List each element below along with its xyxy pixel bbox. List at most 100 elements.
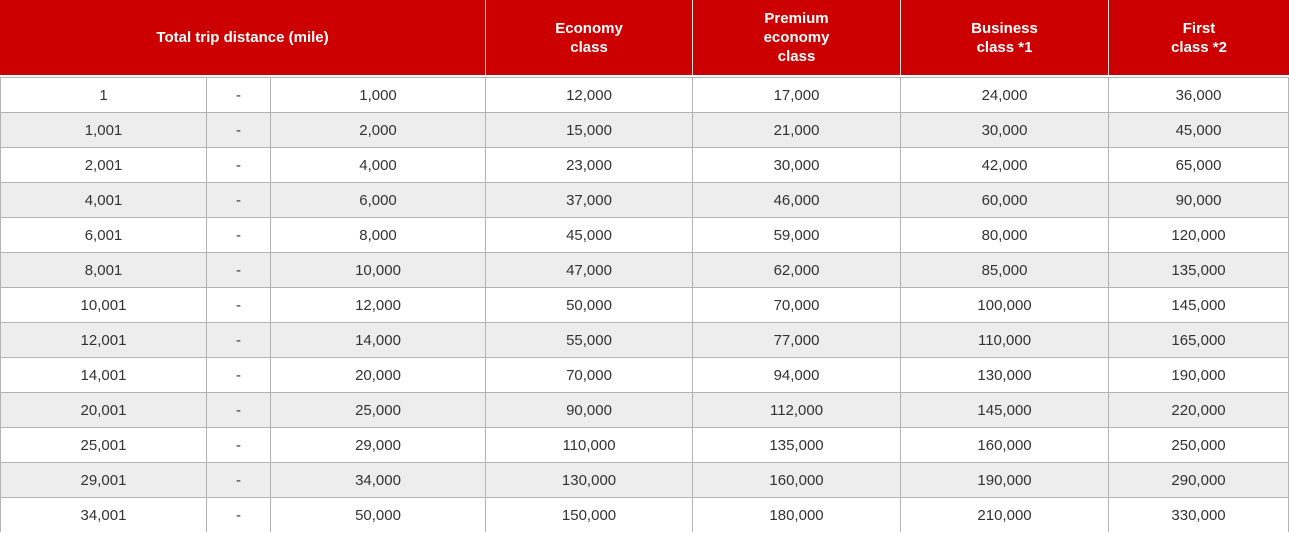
table-row: 8,001 - 10,000 47,000 62,000 85,000 135,… [0,253,1289,288]
cell-first-miles: 36,000 [1109,77,1289,113]
cell-first-miles: 250,000 [1109,428,1289,463]
cell-first-miles: 290,000 [1109,463,1289,498]
cell-range-dash: - [207,358,271,393]
cell-range-dash: - [207,498,271,532]
cell-range-dash: - [207,253,271,288]
cell-business-miles: 145,000 [901,393,1110,428]
cell-business-miles: 190,000 [901,463,1110,498]
cell-distance-from: 1,001 [0,113,207,148]
cell-first-miles: 330,000 [1109,498,1289,532]
cell-economy-miles: 12,000 [486,77,694,113]
cell-distance-to: 29,000 [271,428,487,463]
cell-premium-economy-miles: 180,000 [693,498,902,532]
cell-premium-economy-miles: 46,000 [693,183,902,218]
table-row: 6,001 - 8,000 45,000 59,000 80,000 120,0… [0,218,1289,253]
cell-range-dash: - [207,288,271,323]
cell-distance-from: 34,001 [0,498,207,532]
table-row: 1,001 - 2,000 15,000 21,000 30,000 45,00… [0,113,1289,148]
cell-first-miles: 45,000 [1109,113,1289,148]
cell-distance-from: 2,001 [0,148,207,183]
cell-premium-economy-miles: 94,000 [693,358,902,393]
cell-business-miles: 100,000 [901,288,1110,323]
table-row: 12,001 - 14,000 55,000 77,000 110,000 16… [0,323,1289,358]
cell-distance-from: 4,001 [0,183,207,218]
cell-distance-to: 10,000 [271,253,487,288]
cell-premium-economy-miles: 17,000 [693,77,902,113]
cell-range-dash: - [207,183,271,218]
header-row: Total trip distance (mile) Economy class… [0,0,1289,77]
cell-premium-economy-miles: 62,000 [693,253,902,288]
cell-business-miles: 85,000 [901,253,1110,288]
cell-distance-to: 2,000 [271,113,487,148]
cell-first-miles: 120,000 [1109,218,1289,253]
cell-business-miles: 80,000 [901,218,1110,253]
cell-first-miles: 135,000 [1109,253,1289,288]
cell-range-dash: - [207,148,271,183]
cell-business-miles: 160,000 [901,428,1110,463]
cell-distance-to: 4,000 [271,148,487,183]
table-header: Total trip distance (mile) Economy class… [0,0,1289,77]
cell-economy-miles: 23,000 [486,148,694,183]
cell-premium-economy-miles: 70,000 [693,288,902,323]
cell-business-miles: 42,000 [901,148,1110,183]
cell-distance-from: 1 [0,77,207,113]
cell-distance-from: 14,001 [0,358,207,393]
cell-distance-to: 14,000 [271,323,487,358]
cell-economy-miles: 150,000 [486,498,694,532]
cell-first-miles: 145,000 [1109,288,1289,323]
cell-distance-from: 25,001 [0,428,207,463]
cell-range-dash: - [207,113,271,148]
cell-distance-to: 20,000 [271,358,487,393]
table-row: 25,001 - 29,000 110,000 135,000 160,000 … [0,428,1289,463]
cell-economy-miles: 110,000 [486,428,694,463]
table-row: 29,001 - 34,000 130,000 160,000 190,000 … [0,463,1289,498]
cell-economy-miles: 15,000 [486,113,694,148]
cell-economy-miles: 90,000 [486,393,694,428]
cell-economy-miles: 55,000 [486,323,694,358]
cell-range-dash: - [207,393,271,428]
cell-first-miles: 90,000 [1109,183,1289,218]
cell-economy-miles: 50,000 [486,288,694,323]
cell-distance-from: 12,001 [0,323,207,358]
cell-premium-economy-miles: 59,000 [693,218,902,253]
cell-distance-to: 50,000 [271,498,487,532]
cell-premium-economy-miles: 135,000 [693,428,902,463]
cell-business-miles: 30,000 [901,113,1110,148]
cell-range-dash: - [207,77,271,113]
cell-distance-to: 6,000 [271,183,487,218]
cell-range-dash: - [207,323,271,358]
cell-range-dash: - [207,428,271,463]
header-total-trip-distance: Total trip distance (mile) [0,0,487,77]
cell-economy-miles: 70,000 [486,358,694,393]
cell-distance-to: 1,000 [271,77,487,113]
cell-premium-economy-miles: 160,000 [693,463,902,498]
cell-distance-to: 25,000 [271,393,487,428]
table-row: 4,001 - 6,000 37,000 46,000 60,000 90,00… [0,183,1289,218]
cell-business-miles: 110,000 [901,323,1110,358]
cell-first-miles: 190,000 [1109,358,1289,393]
table-row: 2,001 - 4,000 23,000 30,000 42,000 65,00… [0,148,1289,183]
cell-first-miles: 65,000 [1109,148,1289,183]
cell-range-dash: - [207,218,271,253]
header-premium-economy-class: Premium economy class [693,0,902,77]
table-row: 10,001 - 12,000 50,000 70,000 100,000 14… [0,288,1289,323]
table-body: 1 - 1,000 12,000 17,000 24,000 36,000 1,… [0,77,1289,532]
cell-distance-to: 12,000 [271,288,487,323]
header-first-class: First class *2 [1109,0,1289,77]
header-economy-class: Economy class [486,0,694,77]
cell-distance-to: 8,000 [271,218,487,253]
cell-economy-miles: 45,000 [486,218,694,253]
table-row: 1 - 1,000 12,000 17,000 24,000 36,000 [0,77,1289,113]
cell-distance-from: 10,001 [0,288,207,323]
header-business-class: Business class *1 [901,0,1110,77]
cell-premium-economy-miles: 112,000 [693,393,902,428]
cell-economy-miles: 37,000 [486,183,694,218]
cell-premium-economy-miles: 77,000 [693,323,902,358]
cell-economy-miles: 130,000 [486,463,694,498]
cell-distance-from: 6,001 [0,218,207,253]
cell-premium-economy-miles: 30,000 [693,148,902,183]
cell-business-miles: 210,000 [901,498,1110,532]
cell-distance-from: 20,001 [0,393,207,428]
cell-range-dash: - [207,463,271,498]
table-row: 20,001 - 25,000 90,000 112,000 145,000 2… [0,393,1289,428]
